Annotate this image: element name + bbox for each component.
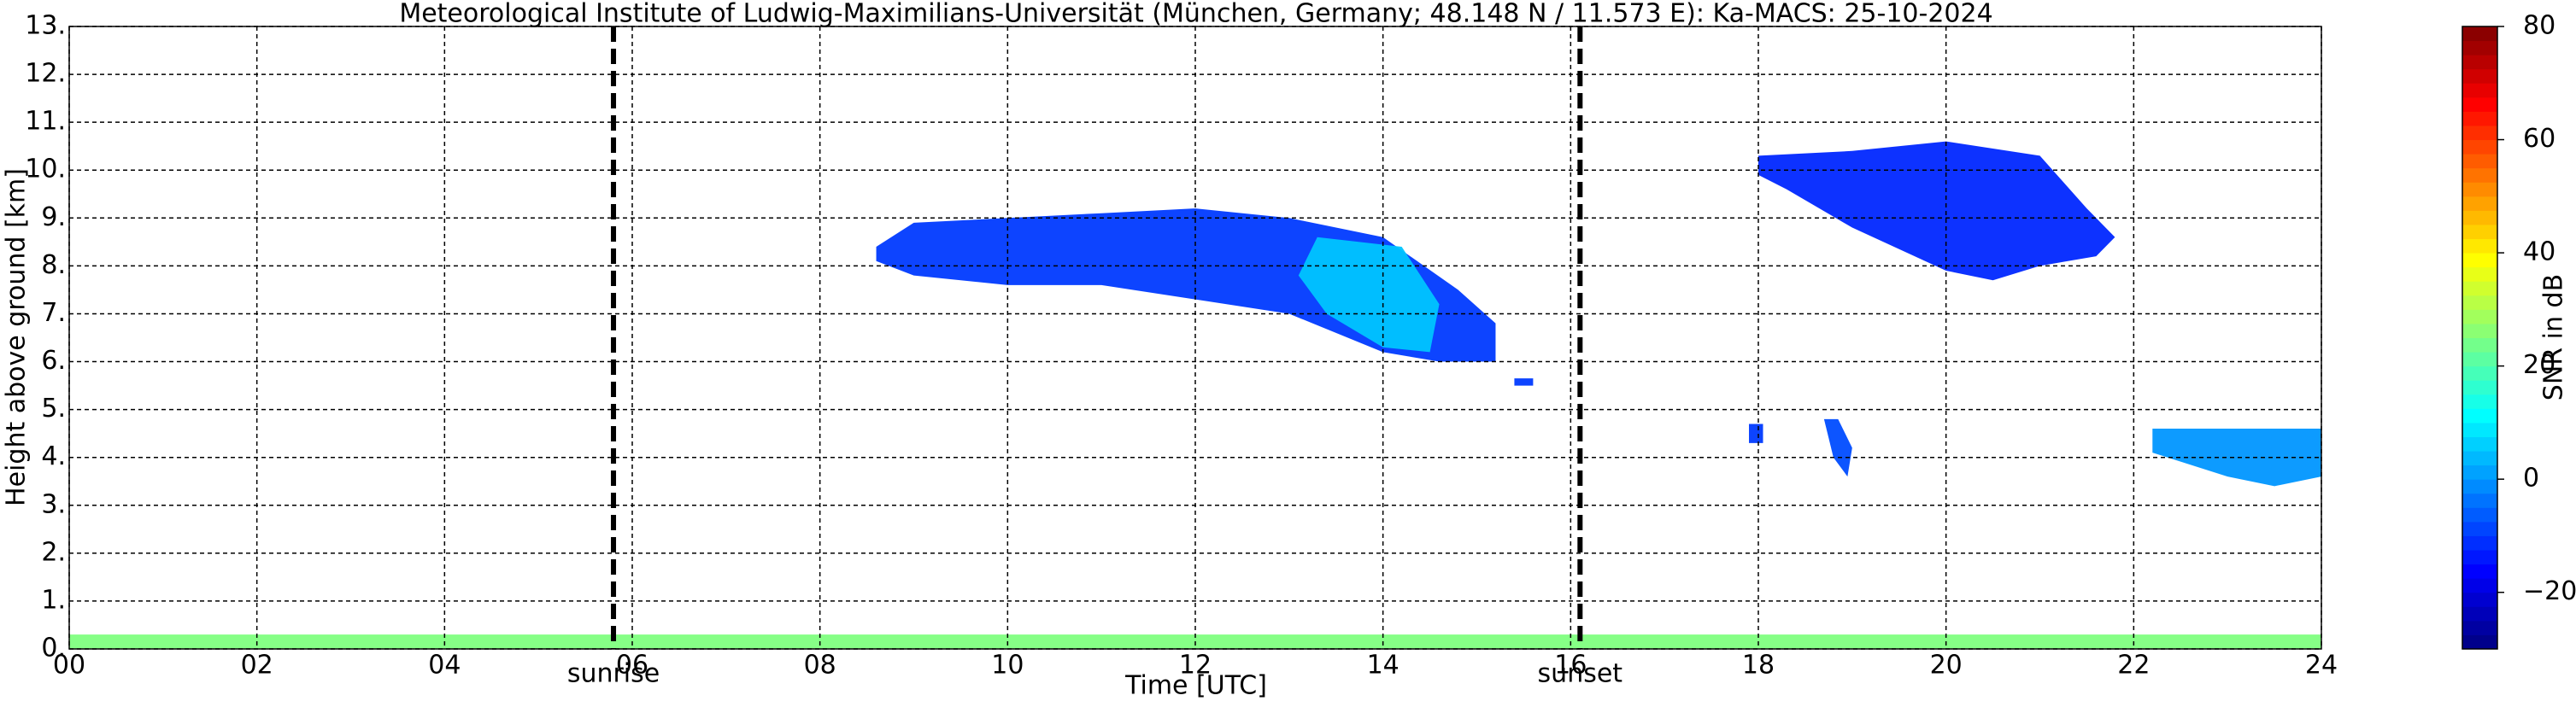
y-tick-label: 7. xyxy=(41,298,66,328)
x-tick-label: 02 xyxy=(241,651,273,681)
colorbar-band xyxy=(2462,55,2497,70)
y-tick-label: 10. xyxy=(25,155,66,184)
colorbar-band xyxy=(2462,479,2497,494)
colorbar-band xyxy=(2462,26,2497,42)
y-tick-label: 12. xyxy=(25,59,66,89)
radar-echo xyxy=(1823,418,1852,477)
colorbar-band xyxy=(2462,507,2497,523)
y-tick-label: 1. xyxy=(41,585,66,615)
colorbar-frame xyxy=(2462,26,2498,650)
colorbar-band xyxy=(2462,83,2497,98)
y-tick-label: 13. xyxy=(25,11,66,41)
colorbar-band xyxy=(2462,352,2497,367)
colorbar-band xyxy=(2462,295,2497,310)
colorbar-band xyxy=(2462,210,2497,225)
y-axis-label: Height above ground [km] xyxy=(2,168,32,506)
colorbar-band xyxy=(2462,436,2497,452)
x-tick-label: 16 xyxy=(1554,651,1587,681)
colorbar-band xyxy=(2462,422,2497,437)
colorbar-band xyxy=(2462,521,2497,536)
chart-title: Meteorological Institute of Ludwig-Maxim… xyxy=(399,0,1992,29)
x-tick-label: 00 xyxy=(53,651,85,681)
y-tick-label: 5. xyxy=(41,394,66,424)
y-tick-label: 0. xyxy=(41,634,66,663)
radar-echo xyxy=(1514,378,1534,386)
colorbar-tick-label: 60 xyxy=(2523,124,2555,154)
colorbar-band xyxy=(2462,408,2497,424)
colorbar-band xyxy=(2462,266,2497,282)
colorbar-band xyxy=(2462,139,2497,155)
y-tick-label: 8. xyxy=(41,250,66,280)
colorbar-band xyxy=(2462,253,2497,268)
x-tick-label: 14 xyxy=(1367,651,1399,681)
x-tick-label: 20 xyxy=(1930,651,1963,681)
colorbar-band xyxy=(2462,68,2497,84)
colorbar-band xyxy=(2462,564,2497,579)
x-tick-label: 10 xyxy=(991,651,1024,681)
x-tick-label: 04 xyxy=(428,651,461,681)
colorbar-band xyxy=(2462,182,2497,197)
colorbar-band xyxy=(2462,592,2497,607)
colorbar-band xyxy=(2462,365,2497,381)
y-tick-label: 4. xyxy=(41,441,66,471)
colorbar-band xyxy=(2462,281,2497,296)
colorbar-tick-label: 40 xyxy=(2523,237,2555,267)
x-tick-label: 06 xyxy=(616,651,648,681)
colorbar-band xyxy=(2462,465,2497,480)
colorbar-tick-label: 20 xyxy=(2523,350,2555,380)
y-tick-label: 2. xyxy=(41,537,66,567)
colorbar-band xyxy=(2462,111,2497,126)
colorbar-tick-label: −20 xyxy=(2523,576,2576,606)
plot-frame xyxy=(68,26,2322,650)
x-tick-label: 22 xyxy=(2117,651,2150,681)
colorbar-band xyxy=(2462,96,2497,112)
x-tick-label: 08 xyxy=(804,651,836,681)
colorbar-band xyxy=(2462,224,2497,240)
colorbar-band xyxy=(2462,167,2497,183)
colorbar-band xyxy=(2462,40,2497,56)
colorbar-band xyxy=(2462,238,2497,254)
radar-echo xyxy=(1749,424,1763,443)
colorbar-band xyxy=(2462,634,2497,650)
colorbar-band xyxy=(2462,196,2497,211)
colorbar-tick-label: 0 xyxy=(2523,464,2539,494)
colorbar-band xyxy=(2462,606,2497,622)
y-tick-label: 9. xyxy=(41,202,66,232)
colorbar-band xyxy=(2462,620,2497,635)
colorbar-band xyxy=(2462,550,2497,565)
colorbar-band xyxy=(2462,493,2497,508)
colorbar-band xyxy=(2462,125,2497,141)
colorbar-label: SNR in dB xyxy=(2539,274,2569,400)
colorbar-band xyxy=(2462,535,2497,551)
x-tick-label: 12 xyxy=(1179,651,1212,681)
radar-echo xyxy=(1298,237,1440,353)
radar-echo xyxy=(2152,429,2321,487)
colorbar-band xyxy=(2462,337,2497,353)
x-axis-label: Time [UTC] xyxy=(1124,671,1267,701)
colorbar-band xyxy=(2462,323,2497,338)
colorbar-band xyxy=(2462,451,2497,466)
x-tick-label: 24 xyxy=(2305,651,2338,681)
y-tick-label: 11. xyxy=(25,107,66,137)
y-tick-label: 3. xyxy=(41,489,66,519)
radar-echo xyxy=(1758,141,2115,281)
y-tick-label: 6. xyxy=(41,346,66,376)
colorbar-band xyxy=(2462,578,2497,593)
colorbar-band xyxy=(2462,309,2497,324)
colorbar-band xyxy=(2462,394,2497,409)
colorbar-tick-label: 80 xyxy=(2523,11,2555,41)
colorbar-band xyxy=(2462,380,2497,395)
annotation-label: sunset xyxy=(1538,659,1623,689)
annotation-label: sunrise xyxy=(567,659,660,689)
x-tick-label: 18 xyxy=(1742,651,1775,681)
colorbar-band xyxy=(2462,154,2497,169)
